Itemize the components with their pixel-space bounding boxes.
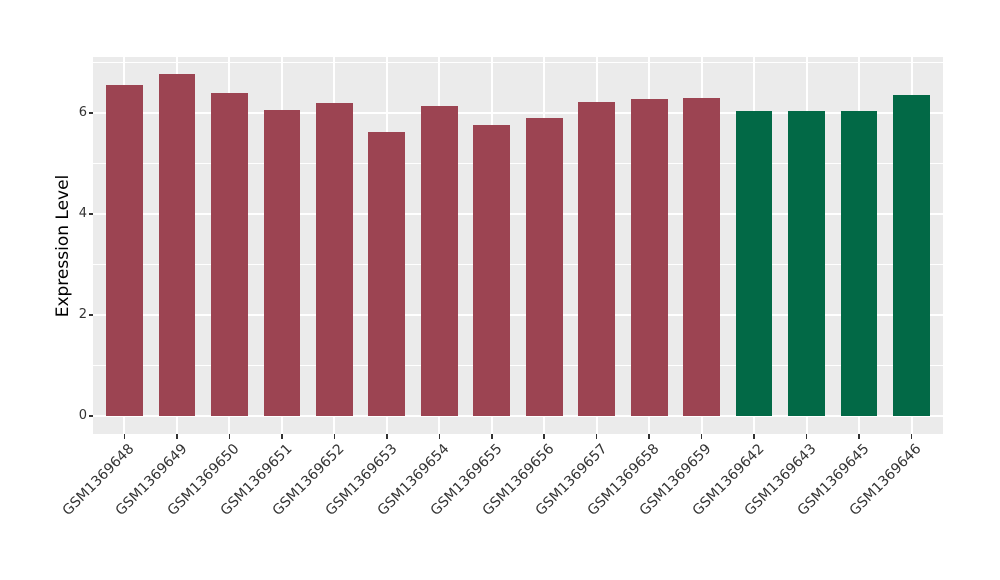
bar-GSM1369659 [683,97,720,416]
y-tick-mark [88,213,93,215]
x-tick-mark [333,434,336,439]
y-tick-label: 0 [78,407,87,423]
bar-GSM1369649 [158,73,196,416]
bar-GSM1369657 [578,101,616,416]
x-tick-mark [543,434,545,439]
bar-GSM1369654 [420,105,458,416]
y-tick-label: 6 [78,105,87,121]
gridline-major-y [93,112,943,115]
bar-GSM1369648 [106,85,143,416]
x-tick-mark [228,434,231,439]
bar-GSM1369651 [263,109,301,416]
bar-GSM1369655 [473,125,511,416]
x-tick-mark [176,434,178,439]
x-tick-mark [910,434,913,439]
bar-GSM1369650 [211,92,248,416]
y-tick-mark [88,415,93,417]
gridline-minor-y [93,263,943,265]
plot-panel [93,57,943,434]
y-axis-title: Expression Level [53,174,73,317]
y-tick-label: 4 [78,205,87,221]
x-tick-mark [281,434,283,439]
bar-GSM1369645 [840,111,878,416]
gridline-major-y [93,313,943,316]
x-tick-mark [123,434,126,439]
x-tick-mark [648,434,650,439]
x-tick-mark [491,434,493,439]
y-tick-mark [88,112,93,114]
gridline-minor-y [93,162,943,164]
x-tick-mark [595,434,598,439]
gridline-major-y [93,414,943,417]
gridline-minor-y [93,364,943,366]
x-tick-mark [438,434,441,439]
bar-GSM1369653 [368,131,406,416]
gridline-minor-y [93,62,943,64]
bar-GSM1369652 [315,102,353,416]
x-tick-mark [700,434,703,439]
x-tick-mark [805,434,808,439]
x-tick-mark [386,434,388,439]
x-tick-mark [858,434,860,439]
bar-GSM1369642 [735,111,773,416]
x-tick-mark [753,434,755,439]
y-tick-mark [88,314,93,316]
bar-GSM1369646 [893,94,930,416]
bar-GSM1369658 [630,98,668,416]
gridline-major-y [93,212,943,215]
bar-GSM1369656 [525,117,563,416]
bar-GSM1369643 [788,111,825,416]
y-tick-label: 2 [78,306,87,322]
